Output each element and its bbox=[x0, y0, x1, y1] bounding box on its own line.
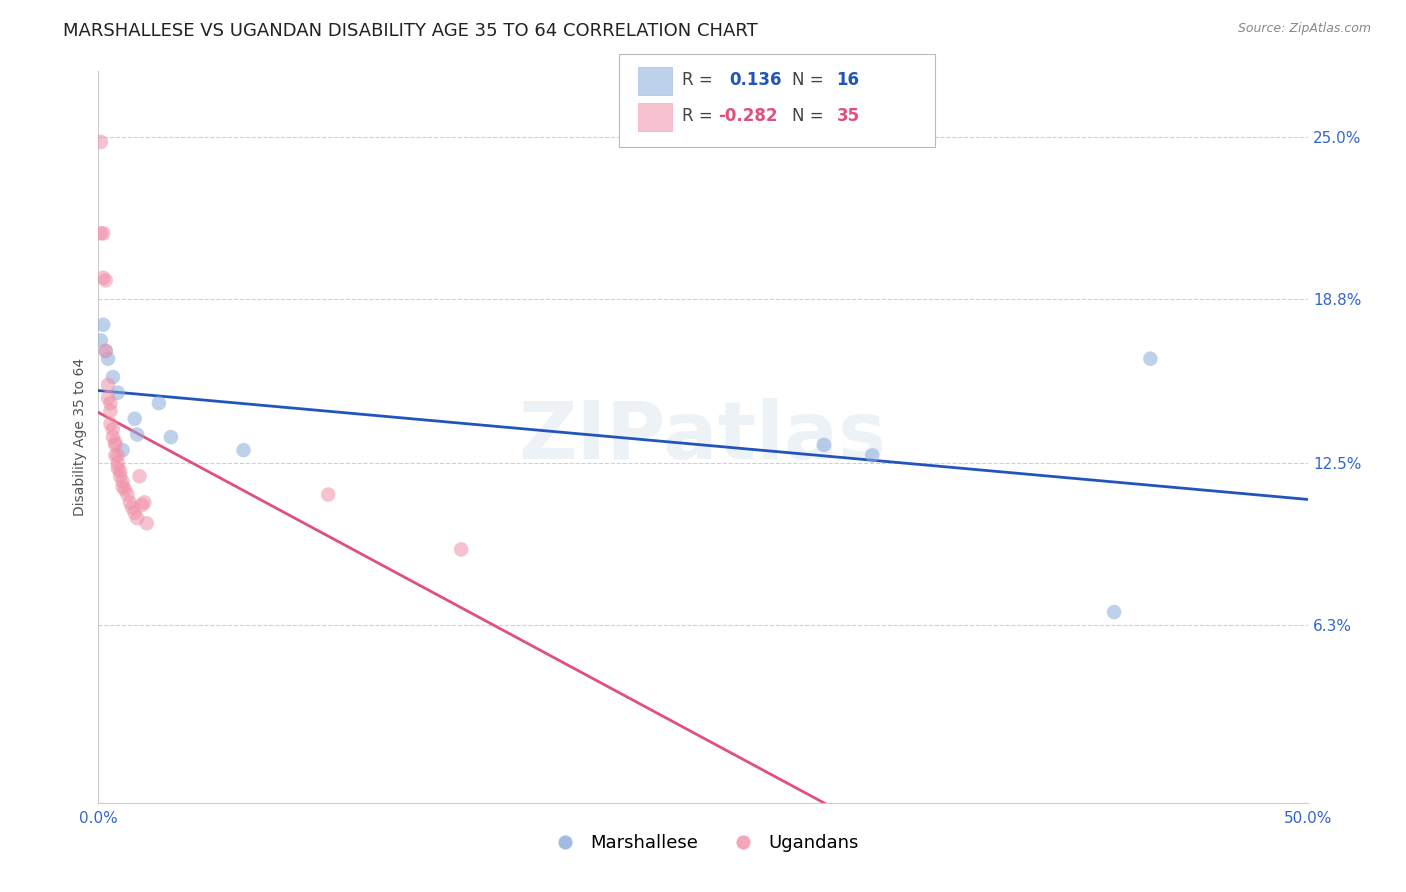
Point bbox=[127, 511, 149, 525]
Point bbox=[117, 487, 139, 501]
Point bbox=[91, 270, 114, 285]
Point bbox=[127, 427, 149, 442]
Point bbox=[91, 318, 114, 332]
Point bbox=[108, 469, 131, 483]
Point bbox=[100, 396, 122, 410]
Point bbox=[813, 438, 835, 452]
Point bbox=[90, 334, 112, 348]
Point bbox=[107, 461, 129, 475]
Point bbox=[232, 443, 254, 458]
Point bbox=[1139, 351, 1161, 366]
Point bbox=[100, 404, 122, 418]
Text: R =: R = bbox=[682, 107, 718, 125]
Point bbox=[107, 385, 129, 400]
Point bbox=[124, 412, 146, 426]
Point bbox=[94, 273, 117, 287]
Point bbox=[101, 430, 124, 444]
Text: 16: 16 bbox=[837, 71, 859, 89]
Point bbox=[135, 516, 157, 531]
Point bbox=[148, 396, 170, 410]
Text: MARSHALLESE VS UGANDAN DISABILITY AGE 35 TO 64 CORRELATION CHART: MARSHALLESE VS UGANDAN DISABILITY AGE 35… bbox=[63, 22, 758, 40]
Point bbox=[111, 443, 134, 458]
Text: 0.136: 0.136 bbox=[730, 71, 782, 89]
Text: Source: ZipAtlas.com: Source: ZipAtlas.com bbox=[1237, 22, 1371, 36]
Point bbox=[94, 343, 117, 358]
Point bbox=[104, 435, 127, 450]
Point bbox=[94, 343, 117, 358]
Text: N =: N = bbox=[792, 71, 828, 89]
Point bbox=[104, 438, 127, 452]
Point bbox=[97, 351, 120, 366]
Point bbox=[107, 449, 129, 463]
Text: 35: 35 bbox=[837, 107, 859, 125]
Text: -0.282: -0.282 bbox=[718, 107, 778, 125]
Point bbox=[107, 456, 129, 470]
Point bbox=[104, 449, 127, 463]
Y-axis label: Disability Age 35 to 64: Disability Age 35 to 64 bbox=[73, 358, 87, 516]
Text: R =: R = bbox=[682, 71, 718, 89]
Point bbox=[111, 475, 134, 489]
Point bbox=[118, 495, 141, 509]
Point bbox=[114, 483, 136, 497]
Legend: Marshallese, Ugandans: Marshallese, Ugandans bbox=[540, 827, 866, 860]
Text: ZIPatlas: ZIPatlas bbox=[519, 398, 887, 476]
Point bbox=[128, 469, 150, 483]
Point bbox=[131, 498, 153, 512]
Point bbox=[101, 370, 124, 384]
Point bbox=[97, 377, 120, 392]
Point bbox=[160, 430, 183, 444]
Point bbox=[316, 487, 339, 501]
Point bbox=[101, 422, 124, 436]
Text: N =: N = bbox=[792, 107, 828, 125]
Point bbox=[91, 227, 114, 241]
Point bbox=[1102, 605, 1125, 619]
Point bbox=[97, 391, 120, 405]
Point bbox=[450, 542, 472, 557]
Point bbox=[111, 480, 134, 494]
Point bbox=[121, 500, 143, 515]
Point bbox=[134, 495, 156, 509]
Point bbox=[860, 449, 883, 463]
Point bbox=[124, 506, 146, 520]
Point bbox=[100, 417, 122, 431]
Point bbox=[108, 464, 131, 478]
Point bbox=[90, 227, 112, 241]
Point bbox=[90, 135, 112, 149]
